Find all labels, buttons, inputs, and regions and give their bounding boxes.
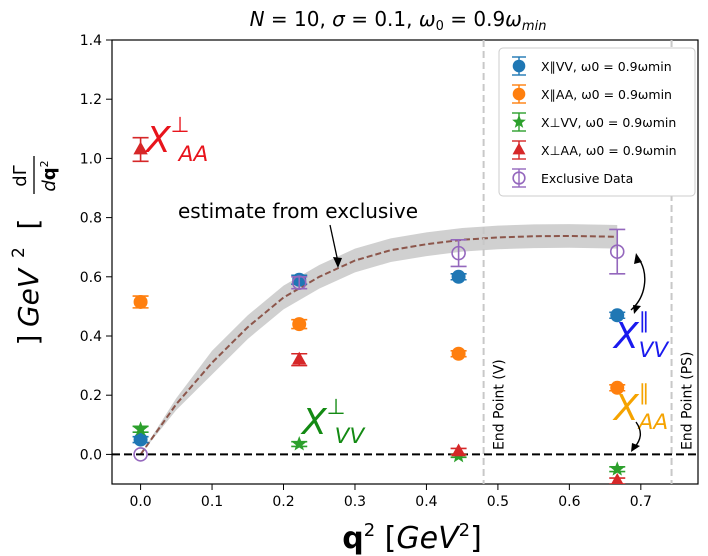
y-tick-label: 0.6: [80, 270, 102, 286]
y-tick-label: 0.8: [80, 211, 102, 227]
data-point-aa_perp: [292, 351, 307, 365]
x-tick-label: 0.3: [344, 494, 366, 510]
svg-text:GeV: GeV: [12, 267, 45, 327]
svg-text:dΓ: dΓ: [10, 165, 31, 186]
data-point-aa_par: [451, 346, 466, 361]
label-xvv-par: X∥ VV: [612, 309, 670, 363]
axes: 0.0 0.1 0.2 0.3 0.4 0.5 0.6 0.7 0.0 0.2 0.4 0.6 0.8 1…: [80, 33, 699, 510]
y-tick-label: 0.2: [80, 388, 102, 404]
label-xvv-perp: X⊥ VV: [300, 395, 366, 449]
data-point-aa_perp: [451, 443, 466, 457]
legend-label-excl: Exclusive Data: [541, 171, 633, 186]
data-point-vv_par: [451, 269, 466, 284]
y-tick-label: 0.0: [80, 447, 102, 463]
data-point-vv_par: [610, 308, 625, 323]
estimate-band: [140, 224, 618, 455]
data-point-vv_perp: [291, 436, 307, 451]
arrowhead-excl: [634, 253, 642, 264]
legend-label-vv_perp: X⊥VV, ω0 = 0.9ωmin: [541, 115, 676, 130]
chart-title: N = 10, σ = 0.1, ω0 = 0.9ωmin: [250, 7, 547, 34]
data-point-vv_perp: [132, 421, 149, 436]
svg-text:[: [: [12, 219, 45, 230]
legend-label-vv_par: X∥VV, ω0 = 0.9ωmin: [541, 59, 672, 74]
data-point-excl: [291, 275, 307, 291]
legend-marker-vv_par: [512, 59, 526, 73]
arrow-excl-vv: [630, 257, 646, 311]
x-tick-label: 0.4: [415, 494, 437, 510]
data-point-excl: [451, 245, 466, 261]
y-tick-label: 0.4: [80, 329, 102, 345]
label-xaa-par: X∥ AA: [612, 381, 668, 435]
legend-label-aa_perp: X⊥AA, ω0 = 0.9ωmin: [541, 143, 677, 158]
plot-frame: [111, 39, 699, 485]
data-point-aa_perp: [133, 141, 148, 155]
y-axis-label: GeV [ ] 2 dΓ dq2: [9, 156, 60, 345]
plot-area: [112, 40, 698, 484]
label-xaa-perp: X⊥ AA: [144, 113, 208, 167]
estimate-annotation: estimate from exclusive: [178, 199, 418, 223]
estimate-arrowhead: [333, 257, 342, 268]
legend-marker-aa_perp: [512, 142, 526, 155]
x-tick-label: 0.6: [558, 494, 580, 510]
data-point-vv_perp: [609, 461, 625, 476]
x-tick-label: 0.1: [201, 494, 223, 510]
estimate-arrow: [329, 224, 339, 263]
legend-marker-excl: [512, 171, 526, 185]
data-point-excl: [609, 244, 625, 259]
svg-text:dq2: dq2: [38, 160, 60, 191]
estimate-curve: [139, 234, 618, 455]
end-point-label: End Point (V): [492, 359, 508, 450]
legend-marker-vv_perp: [512, 114, 526, 128]
arrowhead-vv: [633, 305, 641, 314]
data-point-vv_par: [133, 432, 148, 447]
x-tick-label: 0.0: [129, 494, 151, 510]
y-tick-label: 1.2: [80, 92, 102, 108]
legend: X∥VV, ω0 = 0.9ωmin X∥AA, ω0 = 0.9ωmin X⊥VV…: [498, 47, 696, 197]
data-point-excl: [133, 447, 148, 462]
x-tick-label: 0.7: [630, 494, 652, 510]
svg-text:2: 2: [9, 247, 29, 258]
x-axis-label: q2 [GeV2]: [342, 520, 482, 556]
x-tick-label: 0.2: [272, 494, 294, 510]
legend-label-aa_par: X∥AA, ω0 = 0.9ωmin: [541, 87, 672, 102]
arrowhead-zero: [631, 443, 640, 452]
legend-box: [498, 47, 696, 197]
data-point-aa_par: [133, 294, 148, 309]
end-point-label: End Point (PS): [680, 351, 696, 450]
x-tick-label: 0.5: [487, 494, 509, 510]
data-point-aa_perp: [611, 473, 624, 484]
y-tick-label: 1.0: [80, 151, 102, 167]
svg-text:]: ]: [12, 335, 45, 346]
y-tick-label: 1.4: [80, 33, 102, 49]
data-point-aa_par: [610, 380, 625, 395]
legend-marker-aa_par: [512, 87, 526, 101]
data-point-aa_par: [292, 317, 307, 332]
